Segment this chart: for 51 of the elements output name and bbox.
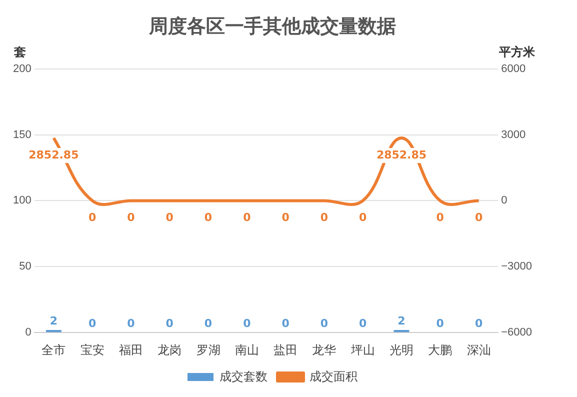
x-tick-label: 全市 [42, 343, 66, 358]
data-label: 0 [320, 211, 328, 224]
y-tick-label: 150 [12, 128, 32, 141]
data-label: 0 [359, 211, 368, 224]
data-label: 0 [243, 211, 252, 224]
y-tick-label: 200 [12, 62, 32, 75]
x-tick-label: 福田 [118, 343, 143, 358]
x-tick-label: 坪山 [350, 343, 375, 358]
y2-tick-label: 0 [501, 194, 508, 207]
data-label: 0 [166, 211, 174, 224]
x-tick-label: 大鹏 [428, 343, 452, 358]
y-tick-label: 100 [12, 194, 32, 207]
data-label: 0 [204, 211, 212, 224]
data-label: 0 [166, 316, 174, 330]
x-tick-label: 宝安 [80, 343, 104, 358]
data-label: 0 [204, 316, 212, 330]
data-label: 0 [436, 211, 444, 224]
data-label: 0 [436, 316, 444, 330]
x-tick-label: 深汕 [466, 343, 491, 358]
data-label: 0 [474, 316, 483, 330]
y2-tick-label: 3000 [501, 128, 526, 141]
data-label: 2 [398, 314, 406, 328]
data-label: 0 [88, 211, 96, 224]
x-tick-label: 光明 [389, 343, 414, 358]
data-label: 0 [127, 316, 136, 330]
data-label: 2852.85 [28, 148, 79, 162]
y2-tick-label: 6000 [501, 62, 526, 75]
x-tick-label: 盐田 [274, 343, 298, 358]
data-label: 0 [88, 316, 96, 330]
legend-label: 成交套数 [220, 369, 268, 384]
y2-axis-title: 平方米 [498, 44, 536, 59]
x-tick-label: 龙华 [312, 343, 336, 358]
legend-label: 成交面积 [310, 369, 358, 384]
x-tick-label: 罗湖 [196, 343, 220, 358]
data-label: 0 [282, 211, 290, 224]
x-tick-label: 龙岗 [158, 343, 182, 358]
y2-tick-label: −6000 [501, 326, 532, 339]
chart-title: 周度各区一手其他成交量数据 [148, 16, 396, 38]
data-label: 0 [474, 211, 483, 224]
x-tick-label: 南山 [234, 343, 259, 358]
data-label: 2852.85 [376, 148, 427, 162]
data-label: 2 [50, 314, 58, 328]
data-label: 0 [359, 316, 368, 330]
data-label: 0 [243, 316, 252, 330]
y-tick-label: 50 [19, 260, 32, 273]
y2-tick-label: −3000 [501, 260, 532, 273]
data-label: 0 [282, 316, 290, 330]
y-axis-title: 套 [13, 44, 26, 59]
data-label: 0 [127, 211, 136, 224]
y-tick-label: 0 [25, 326, 32, 339]
data-label: 0 [320, 316, 328, 330]
